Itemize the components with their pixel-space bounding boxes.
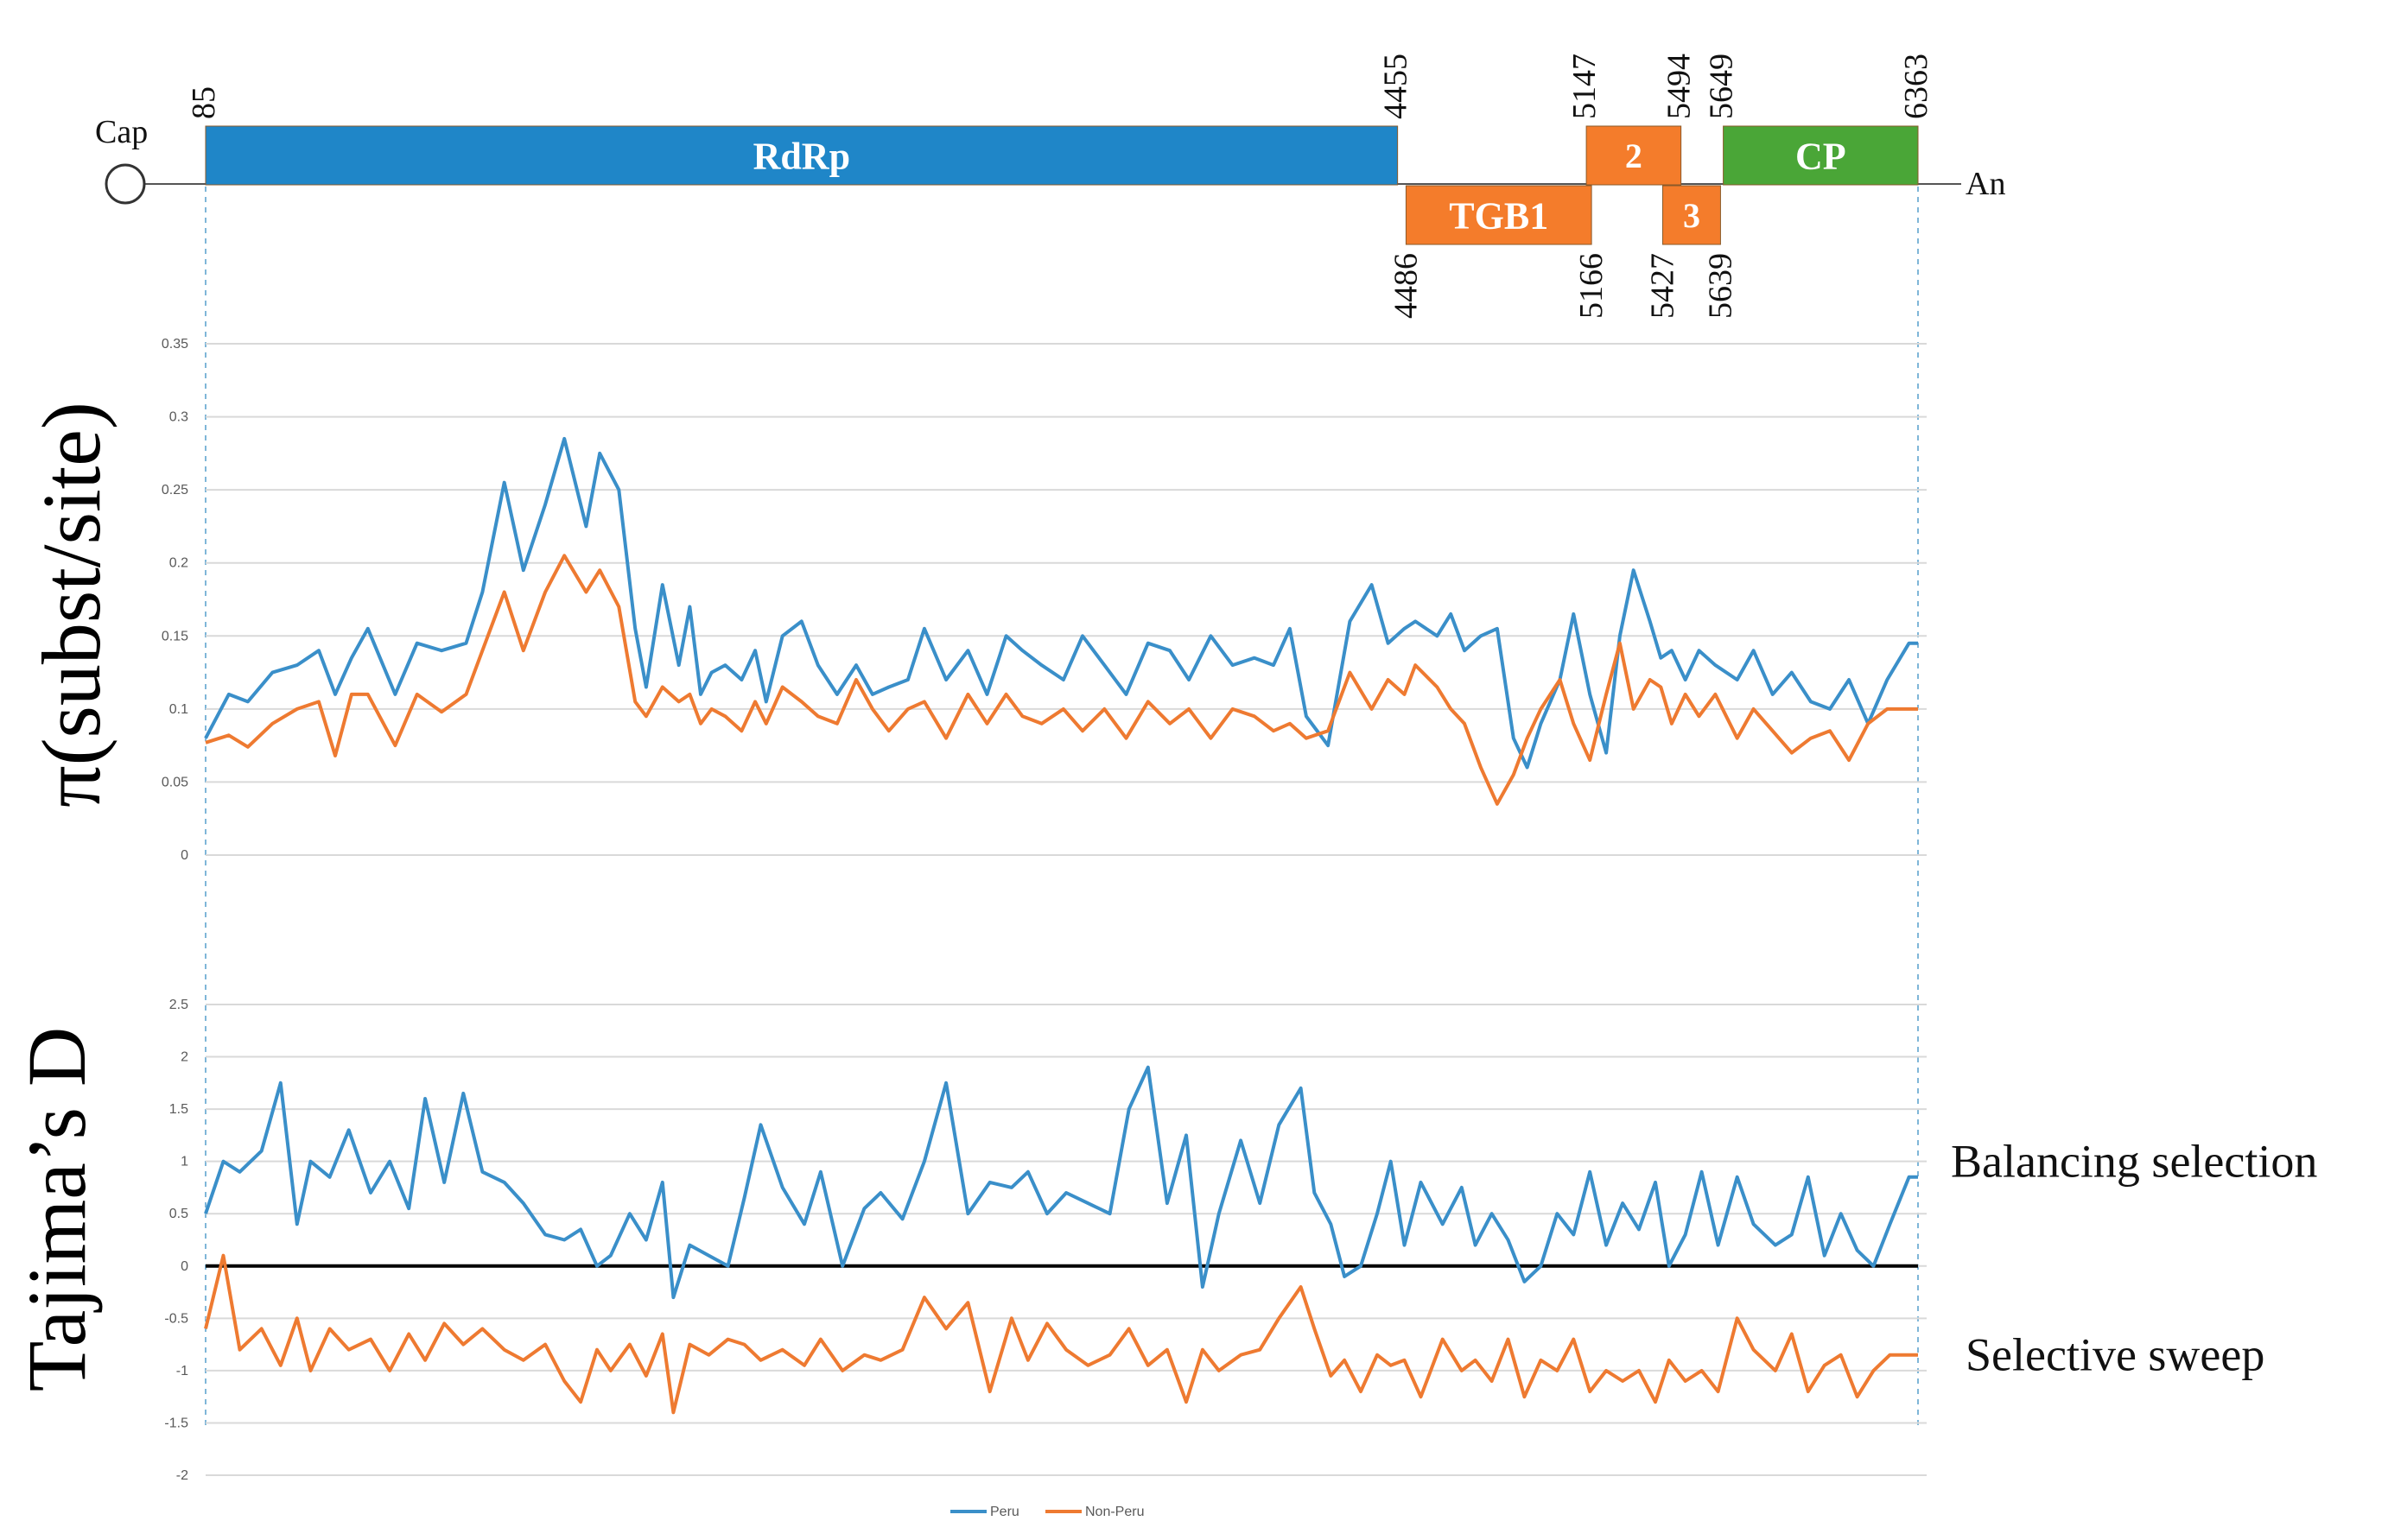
pi-ytick-label: 0.25 (162, 483, 188, 497)
tajima-ytick-label: -0.5 (164, 1311, 188, 1326)
pi-ytick-label: 0.15 (162, 629, 188, 643)
annotation-selective-sweep: Selective sweep (1966, 1329, 2264, 1381)
gene-label-tgb1: TGB1 (1449, 194, 1548, 237)
tajima-chart: Tajima’s D -2 -1.5 -1 -0.5 0 0.5 1 1.5 2 2.5 Bala… (10, 998, 2317, 1519)
pos-tgb2-end: 5494 (1661, 54, 1698, 119)
pi-series-non-peru (205, 554, 1918, 806)
pos-tgb3-end: 5639 (1702, 253, 1738, 319)
tajima-ytick-label: 1 (181, 1155, 188, 1169)
tajima-ytick-label: 0.5 (169, 1207, 188, 1221)
gene-tgb1 (1405, 185, 1592, 245)
tajima-ylabel: Tajima’s D (10, 1027, 103, 1392)
pi-ytick-label: 0.35 (162, 337, 188, 352)
pos-cp-end: 6363 (1898, 54, 1934, 119)
pos-rdrp-start: 85 (186, 86, 222, 119)
cap-label: Cap (95, 114, 148, 150)
pi-ytick-label: 0.2 (169, 556, 188, 571)
tajima-ytick-label: 2 (181, 1050, 188, 1065)
pos-rdrp-end: 4455 (1378, 54, 1414, 119)
tajima-series-non-peru (204, 1253, 1918, 1415)
tajima-series-peru (204, 1065, 1918, 1300)
pos-tgb1-end: 5166 (1573, 253, 1610, 319)
pos-tgb1-start: 4486 (1388, 253, 1424, 319)
legend: Peru Non-Peru (950, 1505, 1144, 1519)
tajima-ytick-label: -1.5 (164, 1416, 188, 1430)
tajima-ytick-label: -2 (176, 1468, 188, 1483)
tajima-ytick-label: 2.5 (169, 998, 188, 1012)
tajima-ytick-label: 0 (181, 1259, 188, 1274)
gene-label-rdrp: RdRp (753, 135, 851, 177)
gene-label-tgb2: 2 (1625, 136, 1642, 175)
pos-cp-start: 5649 (1704, 54, 1740, 119)
annotation-balancing-selection: Balancing selection (1951, 1136, 2317, 1188)
gene-label-tgb3: 3 (1683, 196, 1700, 235)
an-label: An (1966, 166, 2005, 202)
gene-cp (1723, 125, 1919, 186)
pi-series-peru (204, 436, 1918, 770)
tajima-series (204, 1065, 1918, 1415)
gene-tgb3 (1661, 185, 1721, 245)
pos-tgb2-start: 5147 (1566, 54, 1603, 119)
tajima-annotations: Balancing selection Selective sweep (1951, 1136, 2317, 1381)
gene-tgb2 (1585, 125, 1682, 186)
legend-label-non-peru: Non-Peru (1085, 1505, 1144, 1519)
legend-label-peru: Peru (990, 1505, 1019, 1519)
pi-ytick-label: 0.05 (162, 775, 188, 789)
tajima-ytick-label: 1.5 (169, 1102, 188, 1117)
pi-ytick-label: 0 (181, 848, 188, 863)
pi-ytick-label: 0.1 (169, 702, 188, 717)
pi-ylabel: π(subst/site) (25, 402, 117, 808)
gene-label-cp: CP (1795, 135, 1846, 177)
cap-symbol (105, 163, 146, 205)
pos-tgb3-start: 5427 (1644, 253, 1680, 319)
pi-ytick-label: 0.3 (169, 410, 188, 425)
pi-grid: 0 0.05 0.1 0.15 0.2 0.25 0.3 0.35 (162, 337, 1927, 863)
pi-series (204, 436, 1918, 806)
gene-rdrp (205, 125, 1399, 186)
tajima-grid: -2 -1.5 -1 -0.5 0 0.5 1 1.5 2 2.5 (164, 998, 1927, 1483)
pi-chart: π(subst/site) 0 0.05 0.1 0.15 0.2 0.25 0.3 0.35 (25, 337, 1927, 863)
tajima-ytick-label: -1 (176, 1364, 188, 1378)
